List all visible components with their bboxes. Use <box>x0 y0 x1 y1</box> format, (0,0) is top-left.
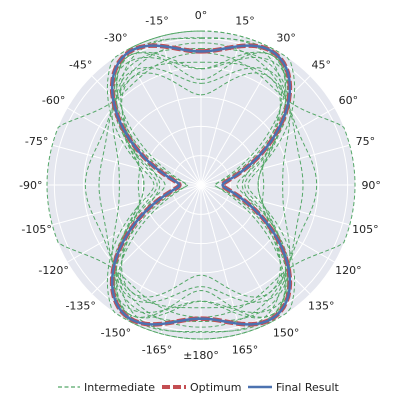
series-intermediate-line <box>115 67 287 303</box>
angular-gridline <box>123 184 202 319</box>
angle-tick-label: -15° <box>145 15 168 28</box>
angle-tick-label: -120° <box>38 264 68 277</box>
legend-label-final-result: Final Result <box>276 381 340 394</box>
series-final-result-line <box>110 44 292 326</box>
legend-label-optimum: Optimum <box>190 381 241 394</box>
angular-gridline <box>200 184 242 334</box>
series-intermediate-line <box>116 52 286 318</box>
angular-gridline <box>91 184 202 295</box>
angular-gridline <box>200 144 350 186</box>
angle-tick-label: -45° <box>69 59 92 72</box>
angle-tick-label: 45° <box>312 59 332 72</box>
angle-tick-label: -60° <box>42 94 65 107</box>
angle-tick-label: -90° <box>19 179 42 192</box>
plot-area <box>46 30 356 340</box>
angle-tick-label: -165° <box>142 343 172 356</box>
angle-tick-label: 0° <box>195 9 208 22</box>
angle-tick-label: 165° <box>232 343 259 356</box>
series-intermediate-line <box>111 56 291 314</box>
legend: Intermediate Optimum Final Result <box>58 381 340 394</box>
series-intermediate-line <box>113 51 289 319</box>
series-intermediate-line <box>115 30 287 340</box>
angle-tick-label: -30° <box>104 32 127 45</box>
angle-tick-label: -150° <box>101 326 131 339</box>
angle-tick-label: 30° <box>276 32 296 45</box>
angular-gridline <box>52 144 202 186</box>
angle-tick-label: 75° <box>356 135 376 148</box>
angle-tick-label: -105° <box>21 223 51 236</box>
angle-tick-label: -135° <box>65 299 95 312</box>
angle-tick-label: 135° <box>308 299 335 312</box>
angle-tick-label: 105° <box>352 223 379 236</box>
series-intermediate-line <box>98 61 304 309</box>
angle-tick-label: 150° <box>273 326 300 339</box>
angle-tick-label: 60° <box>339 94 359 107</box>
angle-tick-label: 15° <box>235 15 255 28</box>
angle-tick-label: -75° <box>25 135 48 148</box>
angular-gridline <box>160 36 202 186</box>
angle-tick-label: 120° <box>335 264 362 277</box>
legend-label-intermediate: Intermediate <box>84 381 155 394</box>
angular-gridline <box>200 184 350 226</box>
series-intermediate-line <box>46 52 356 318</box>
angle-tick-label: 90° <box>361 179 381 192</box>
angle-tick-labels: 0° 15° 30° 45° 60° 75° 90° 105° 120° 135° 150° 165°… <box>19 9 381 362</box>
series-intermediate-line <box>111 48 291 322</box>
angular-gridline <box>123 51 202 186</box>
angle-tick-label: ±180° <box>183 349 219 362</box>
